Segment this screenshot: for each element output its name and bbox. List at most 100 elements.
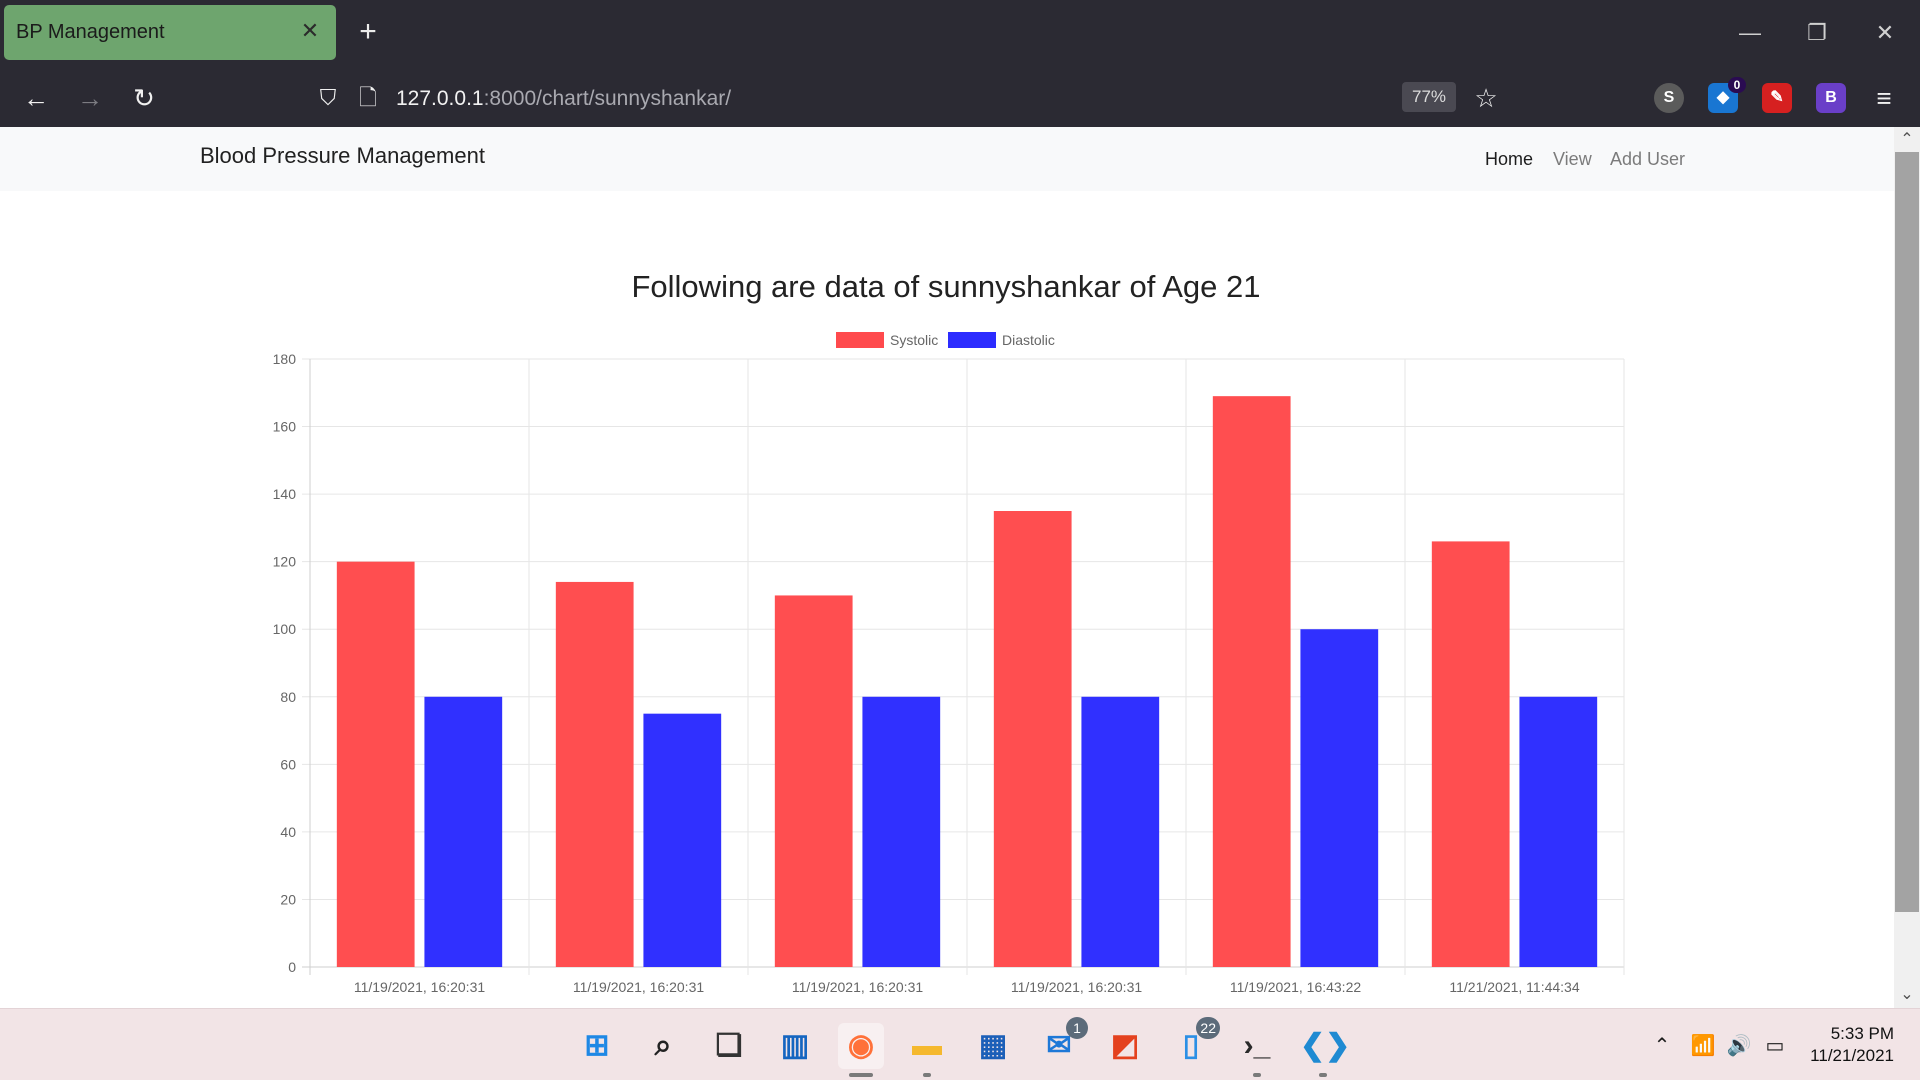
address-bar[interactable]: 127.0.0.1:8000/chart/sunnyshankar/ (396, 84, 731, 114)
ghostery-badge: 0 (1728, 77, 1746, 93)
bar-systolic[interactable] (555, 581, 634, 967)
page-info-icon[interactable]: 🗋 (359, 85, 377, 110)
hamburger-menu-icon[interactable]: ≡ (1876, 83, 1892, 113)
bar-diastolic[interactable] (1519, 696, 1598, 967)
terminal-icon[interactable]: ›_ (1234, 1023, 1280, 1077)
firefox-icon[interactable]: ◉ (838, 1023, 884, 1077)
battery-icon[interactable]: ▭ (1765, 1035, 1785, 1057)
y-tick-label: 0 (288, 959, 296, 975)
legend-swatch-diastolic[interactable] (948, 332, 996, 348)
running-indicator (849, 1073, 873, 1077)
url-host: 127.0.0.1 (396, 87, 484, 110)
restore-icon[interactable]: ❐ (1807, 20, 1827, 45)
y-tick-label: 20 (280, 891, 296, 907)
chart-title: Following are data of sunnyshankar of Ag… (631, 269, 1260, 304)
system-clock[interactable]: 5:33 PM 11/21/2021 (1784, 1023, 1894, 1067)
reload-icon[interactable]: ↻ (133, 83, 155, 113)
show-hidden-icons-icon[interactable]: ⌃ (1653, 1035, 1671, 1057)
magic-wand-extension-icon[interactable]: ✎ (1762, 83, 1792, 113)
file-explorer-icon[interactable]: ▬ (904, 1023, 950, 1077)
site-navbar: Blood Pressure Management Home View Add … (0, 127, 1894, 191)
nav-link-view[interactable]: View (1553, 149, 1592, 169)
windows-taskbar: ⊞ ⌕ ❏ ▥ ◉ ▬ ▦ ✉ 1 ◩ ▯ 22 ›_ ❮❯ ⌃ 📶 🔊 ▭ 5:33 PM 11/21/… (0, 1008, 1920, 1080)
scroll-up-icon[interactable]: ⌃ (1900, 131, 1914, 148)
y-tick-label: 140 (273, 486, 297, 502)
legend-label-diastolic[interactable]: Diastolic (1002, 332, 1055, 348)
chart-bars (336, 396, 1598, 968)
bp-bar-chart: Following are data of sunnyshankar of Ag… (273, 269, 1625, 995)
bar-systolic[interactable] (1212, 396, 1291, 968)
y-tick-label: 100 (273, 621, 297, 637)
url-path: :8000/chart/sunnyshankar/ (483, 87, 732, 110)
vscode-icon-glyph: ❮❯ (1300, 1029, 1351, 1062)
browser-tab[interactable]: BP Management ✕ (4, 5, 336, 60)
ghostery-icon[interactable]: ◆ 0 (1708, 77, 1746, 113)
bar-systolic[interactable] (336, 561, 415, 967)
microsoft-store-icon-glyph: ▦ (978, 1029, 1008, 1062)
shield-icon[interactable]: ⛉ (319, 85, 337, 110)
tab-bar: BP Management ✕ + — ❐ ✕ (0, 0, 1920, 67)
wifi-icon[interactable]: 📶 (1690, 1035, 1716, 1057)
y-tick-label: 180 (273, 351, 297, 367)
s-extension-icon[interactable]: S (1654, 83, 1684, 113)
microsoft-store-icon[interactable]: ▦ (970, 1023, 1016, 1069)
widgets-icon[interactable]: ▥ (772, 1023, 818, 1069)
mail-icon[interactable]: ✉ 1 (1036, 1017, 1088, 1069)
bar-systolic[interactable] (993, 511, 1072, 967)
y-tick-label: 120 (273, 554, 297, 570)
chart-ticks: 0 20 40 60 80 100 120 140 160 180 11/19/2021, 16:2… (273, 351, 1580, 995)
bar-diastolic[interactable] (1300, 629, 1379, 967)
volume-icon[interactable]: 🔊 (1726, 1035, 1752, 1057)
running-indicator (923, 1073, 931, 1077)
firefox-icon-glyph: ◉ (847, 1029, 875, 1062)
bar-diastolic[interactable] (862, 696, 941, 967)
bookmark-star-icon[interactable]: ☆ (1474, 83, 1498, 113)
x-tick-label: 11/19/2021, 16:43:22 (1230, 979, 1362, 995)
office-icon[interactable]: ◩ (1102, 1023, 1148, 1069)
minimize-icon[interactable]: — (1739, 20, 1761, 45)
page-viewport: Blood Pressure Management Home View Add … (0, 127, 1894, 1008)
windows-start-icon[interactable]: ⊞ (574, 1023, 620, 1069)
scroll-down-icon[interactable]: ⌄ (1900, 986, 1914, 1003)
new-tab-icon[interactable]: + (359, 15, 377, 48)
scrollbar-thumb[interactable] (1895, 152, 1919, 912)
legend-label-systolic[interactable]: Systolic (890, 332, 938, 348)
windows-start-icon-glyph: ⊞ (584, 1029, 610, 1062)
bar-diastolic[interactable] (643, 713, 722, 967)
x-tick-label: 11/19/2021, 16:20:31 (354, 979, 486, 995)
running-indicator (1319, 1073, 1327, 1077)
y-tick-label: 80 (280, 689, 296, 705)
x-tick-label: 11/21/2021, 11:44:34 (1449, 979, 1579, 995)
clock-date: 11/21/2021 (1810, 1046, 1894, 1065)
nav-link-home[interactable]: Home (1485, 149, 1534, 169)
close-tab-icon[interactable]: ✕ (300, 18, 320, 43)
y-tick-label: 60 (280, 756, 296, 772)
x-tick-label: 11/19/2021, 16:20:31 (1011, 979, 1143, 995)
legend-swatch-systolic[interactable] (836, 332, 884, 348)
site-brand[interactable]: Blood Pressure Management (200, 143, 485, 168)
nav-link-add-user[interactable]: Add User (1610, 149, 1686, 169)
taskbar-badge: 22 (1196, 1017, 1220, 1039)
y-tick-label: 160 (273, 419, 297, 435)
bar-systolic[interactable] (1431, 541, 1510, 967)
bar-diastolic[interactable] (424, 696, 503, 967)
search-icon[interactable]: ⌕ (640, 1023, 686, 1069)
adblock-extension-icon[interactable]: B (1816, 83, 1846, 113)
task-view-icon[interactable]: ❏ (706, 1023, 752, 1069)
zoom-level-badge[interactable]: 77% (1402, 82, 1456, 112)
bar-diastolic[interactable] (1081, 696, 1160, 967)
chart-legend: Systolic Diastolic (836, 332, 1055, 348)
file-explorer-icon-glyph: ▬ (912, 1029, 942, 1062)
phone-link-icon[interactable]: ▯ 22 (1168, 1017, 1220, 1069)
vscode-icon[interactable]: ❮❯ (1300, 1023, 1351, 1077)
forward-arrow-icon[interactable]: → (77, 83, 103, 113)
bar-systolic[interactable] (774, 595, 853, 967)
office-icon-glyph: ◩ (1110, 1029, 1140, 1062)
tab-title: BP Management (16, 21, 165, 43)
taskbar-badge: 1 (1066, 1017, 1088, 1039)
close-window-icon[interactable]: ✕ (1875, 20, 1895, 45)
back-arrow-icon[interactable]: ← (23, 83, 49, 113)
x-tick-label: 11/19/2021, 16:20:31 (573, 979, 705, 995)
search-icon-glyph: ⌕ (654, 1029, 672, 1062)
widgets-icon-glyph: ▥ (780, 1029, 810, 1062)
